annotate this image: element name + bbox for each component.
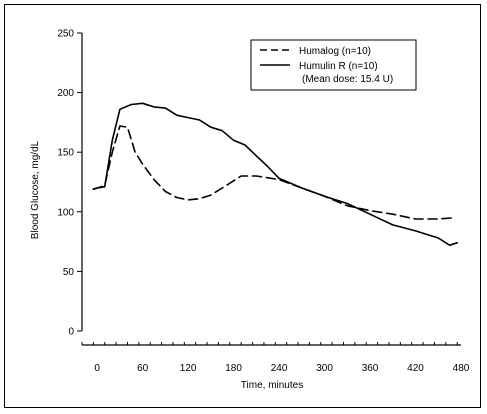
series-line-humalog	[92, 125, 455, 220]
x-tick-label: 300	[316, 363, 333, 374]
series-layer	[92, 102, 459, 246]
x-tick-label: 120	[180, 363, 197, 374]
y-tick-label: 150	[57, 148, 74, 159]
x-axis: 0 60 120 180 240 300 360 420 480	[81, 342, 470, 374]
y-tick-label: 200	[57, 88, 74, 99]
x-tick-label: 0	[94, 363, 100, 374]
x-tick-label: 420	[407, 363, 424, 374]
x-tick-label: 480	[453, 363, 470, 374]
x-tick-label: 240	[271, 363, 288, 374]
legend-note-mean-dose: (Mean dose: 15.4 U)	[302, 74, 393, 85]
series-line-humulin	[92, 102, 459, 246]
x-tick-label: 60	[137, 363, 149, 374]
y-axis-title: Blood Glucose, mg/dL	[30, 140, 41, 239]
y-tick-label: 50	[63, 267, 75, 278]
x-tick-label: 360	[362, 363, 379, 374]
legend-label-humulin: Humulin R (n=10)	[299, 61, 378, 72]
y-tick-label: 250	[57, 29, 74, 40]
y-tick-label: 100	[57, 207, 74, 218]
legend-label-humalog: Humalog (n=10)	[299, 46, 371, 57]
legend: Humalog (n=10) Humulin R (n=10) (Mean do…	[250, 39, 417, 91]
x-axis-title: Time, minutes	[241, 380, 303, 391]
y-axis: 0 50 100 150 200 250	[57, 29, 83, 338]
x-tick-label: 180	[225, 363, 242, 374]
y-tick-label: 0	[68, 327, 74, 338]
